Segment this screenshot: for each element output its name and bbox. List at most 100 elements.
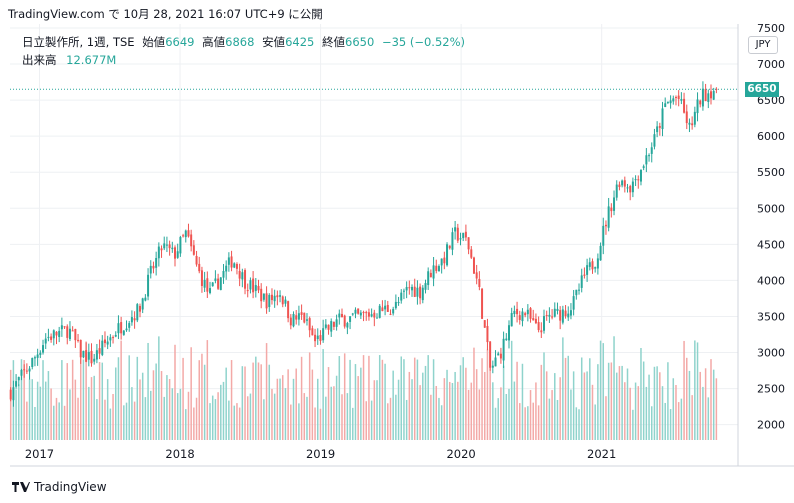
volume-bar	[63, 405, 66, 440]
candle-body	[626, 187, 629, 189]
volume-bar	[179, 388, 182, 440]
volume-bars	[9, 336, 718, 440]
volume-bar	[707, 397, 710, 440]
volume-bar	[368, 355, 370, 440]
candle-body	[650, 147, 653, 154]
volume-bar	[365, 401, 367, 440]
candle-body	[572, 296, 575, 310]
candle-body	[464, 231, 467, 238]
candle-body	[680, 99, 683, 101]
volume-bar	[392, 370, 394, 440]
volume-bar	[607, 362, 610, 440]
volume-bar	[599, 340, 602, 440]
candle-body	[211, 282, 214, 287]
candle-body	[421, 287, 424, 301]
candle-body	[411, 286, 414, 291]
currency-button[interactable]: JPY	[748, 36, 778, 54]
candle-body	[397, 302, 400, 304]
volume-bar	[497, 398, 499, 440]
volume-bar	[238, 407, 241, 440]
candle-body	[677, 95, 680, 99]
candle-body	[658, 126, 661, 128]
volume-bar	[71, 359, 74, 440]
volume-bar	[281, 375, 284, 440]
candle-body	[120, 322, 123, 334]
volume-bar	[295, 368, 297, 440]
candle-body	[456, 227, 459, 241]
volume-bar	[136, 356, 139, 440]
volume-bar	[246, 396, 249, 440]
volume-bar	[158, 336, 160, 440]
candle-body	[559, 310, 562, 321]
volume-bar	[589, 358, 591, 440]
volume-bar	[174, 344, 176, 440]
candle-body	[268, 294, 271, 308]
volume-bar	[667, 362, 669, 440]
candle-body	[467, 237, 470, 250]
volume-bar	[640, 347, 642, 440]
candle-body	[90, 350, 93, 364]
candle-body	[691, 123, 694, 126]
candle-body	[297, 313, 300, 320]
volume-bar	[128, 355, 130, 440]
volume-bar	[290, 404, 292, 440]
candle-body	[548, 314, 551, 317]
volume-bar	[47, 371, 50, 440]
published-info: TradingView.com で 10月 28, 2021 16:07 UTC…	[8, 7, 323, 21]
volume-bar	[152, 370, 155, 440]
volume-bar	[519, 403, 521, 440]
volume-bar	[112, 394, 114, 440]
open-label: 始値	[142, 35, 166, 49]
candle-body	[335, 319, 338, 327]
volume-bar	[193, 407, 195, 440]
volume-bar	[621, 365, 623, 440]
candle-body	[505, 338, 508, 341]
candle-body	[580, 275, 583, 288]
volume-bar	[236, 403, 238, 440]
volume-legend: 出来高 12.677M	[22, 52, 116, 68]
candle-body	[31, 358, 34, 367]
candle-body	[518, 315, 521, 320]
candle-body	[631, 181, 634, 193]
volume-bar	[106, 379, 109, 440]
candle-body	[160, 248, 163, 251]
candle-body	[50, 336, 53, 340]
volume-bar	[147, 342, 149, 440]
volume-bar	[465, 367, 467, 440]
volume-bar	[349, 359, 351, 440]
candle-body	[238, 270, 241, 279]
volume-bar	[279, 378, 281, 440]
candle-body	[42, 345, 45, 353]
volume-bar	[330, 386, 332, 440]
volume-bar	[327, 367, 330, 440]
volume-bar	[341, 394, 343, 440]
volume-bar	[141, 372, 144, 440]
volume-bar	[672, 378, 675, 440]
candle-body	[424, 283, 427, 290]
candle-body	[206, 278, 209, 292]
candle-body	[483, 320, 486, 328]
candle-body	[497, 353, 500, 356]
candle-body	[446, 244, 449, 266]
volume-bar	[346, 393, 349, 440]
candle-body	[472, 257, 475, 274]
volume-bar	[211, 395, 214, 440]
volume-bar	[206, 340, 209, 440]
volume-bar	[629, 387, 631, 440]
candle-body	[47, 336, 50, 338]
candle-body	[610, 207, 613, 212]
candle-body	[373, 312, 376, 318]
volume-bar	[55, 397, 58, 440]
candle-body	[432, 265, 435, 279]
volume-bar	[572, 371, 575, 440]
volume-bar	[36, 381, 39, 440]
volume-bar	[182, 357, 184, 440]
candle-body	[707, 93, 710, 102]
volume-bar	[255, 356, 257, 440]
candle-body	[244, 270, 247, 289]
candle-body	[60, 325, 63, 330]
volume-bar	[513, 381, 516, 440]
candle-body	[604, 224, 607, 227]
candle-body	[462, 232, 465, 239]
